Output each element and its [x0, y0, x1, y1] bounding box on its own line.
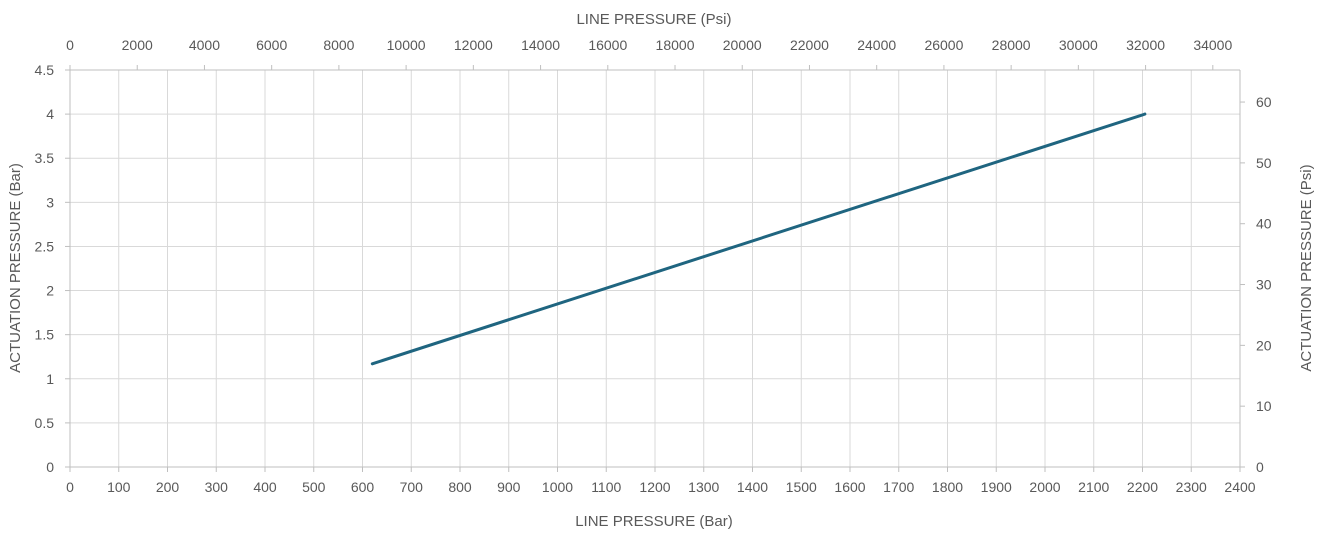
y-axis-left-title: ACTUATION PRESSURE (Bar): [7, 163, 24, 373]
y-right-tick-label: 10: [1256, 398, 1272, 414]
x-top-tick-label: 32000: [1126, 37, 1165, 53]
x-bottom-tick-label: 1100: [591, 479, 621, 495]
x-bottom-tick-label: 1800: [932, 479, 963, 495]
y-right-tick-label: 60: [1256, 94, 1272, 110]
x-bottom-tick-label: 1300: [688, 479, 719, 495]
x-top-tick-label: 34000: [1193, 37, 1232, 53]
axes: [65, 65, 1245, 472]
x-bottom-tick-label: 1000: [542, 479, 573, 495]
x-bottom-tick-label: 2000: [1029, 479, 1060, 495]
y-left-tick-label: 3.5: [35, 150, 55, 166]
x-top-tick-label: 14000: [521, 37, 560, 53]
x-bottom-tick-label: 0: [66, 479, 74, 495]
x-axis-bottom-title: LINE PRESSURE (Bar): [575, 513, 733, 530]
x-bottom-tick-label: 600: [351, 479, 375, 495]
x-bottom-tick-label: 900: [497, 479, 521, 495]
x-bottom-tick-label: 700: [400, 479, 424, 495]
x-top-tick-label: 8000: [323, 37, 354, 53]
y-left-tick-label: 1.5: [35, 327, 55, 343]
y-left-tick-label: 2.5: [35, 238, 55, 254]
x-bottom-tick-label: 2200: [1127, 479, 1158, 495]
tick-labels: 0 100 200 300 400 500 600 700 800 900 1000 1100 1200…: [35, 37, 1272, 495]
x-top-tick-label: 28000: [992, 37, 1031, 53]
x-bottom-tick-label: 1700: [883, 479, 914, 495]
x-top-tick-label: 22000: [790, 37, 829, 53]
x-top-tick-label: 2000: [122, 37, 153, 53]
y-right-tick-label: 0: [1256, 459, 1264, 475]
y-axis-right-title: ACTUATION PRESSURE (Psi): [1298, 164, 1315, 371]
x-top-tick-label: 20000: [723, 37, 762, 53]
x-bottom-tick-label: 800: [448, 479, 472, 495]
x-bottom-tick-label: 500: [302, 479, 326, 495]
x-top-tick-label: 30000: [1059, 37, 1098, 53]
x-top-tick-label: 12000: [454, 37, 493, 53]
x-top-tick-label: 26000: [924, 37, 963, 53]
x-bottom-tick-label: 2100: [1078, 479, 1109, 495]
grid: [70, 69, 1241, 467]
y-left-tick-label: 1: [46, 371, 54, 387]
y-right-tick-label: 40: [1256, 216, 1272, 232]
x-bottom-tick-label: 400: [253, 479, 277, 495]
x-bottom-tick-label: 2400: [1224, 479, 1255, 495]
y-left-tick-label: 0.5: [35, 415, 55, 431]
x-top-tick-label: 6000: [256, 37, 287, 53]
x-top-tick-label: 16000: [588, 37, 627, 53]
x-bottom-tick-label: 300: [205, 479, 229, 495]
y-left-tick-label: 4.5: [35, 62, 55, 78]
x-bottom-tick-label: 1400: [737, 479, 768, 495]
x-bottom-tick-label: 1600: [834, 479, 865, 495]
y-right-tick-label: 20: [1256, 337, 1272, 353]
x-axis-top-title: LINE PRESSURE (Psi): [576, 11, 731, 28]
y-left-tick-label: 2: [46, 283, 54, 299]
y-left-tick-label: 0: [46, 459, 54, 475]
x-bottom-tick-label: 1500: [786, 479, 817, 495]
y-right-tick-label: 30: [1256, 277, 1272, 293]
x-bottom-tick-label: 200: [156, 479, 180, 495]
series-layer: [370, 112, 1147, 366]
x-top-tick-label: 4000: [189, 37, 220, 53]
x-bottom-tick-label: 1200: [639, 479, 670, 495]
series-line: [370, 112, 1147, 366]
x-top-tick-label: 18000: [656, 37, 695, 53]
x-bottom-tick-label: 1900: [981, 479, 1012, 495]
x-top-tick-label: 10000: [387, 37, 426, 53]
x-bottom-tick-label: 100: [107, 479, 131, 495]
x-top-tick-label: 24000: [857, 37, 896, 53]
x-top-tick-label: 0: [66, 37, 74, 53]
y-right-tick-label: 50: [1256, 155, 1272, 171]
y-left-tick-label: 4: [46, 106, 54, 122]
x-bottom-tick-label: 2300: [1176, 479, 1207, 495]
y-left-tick-label: 3: [46, 194, 54, 210]
